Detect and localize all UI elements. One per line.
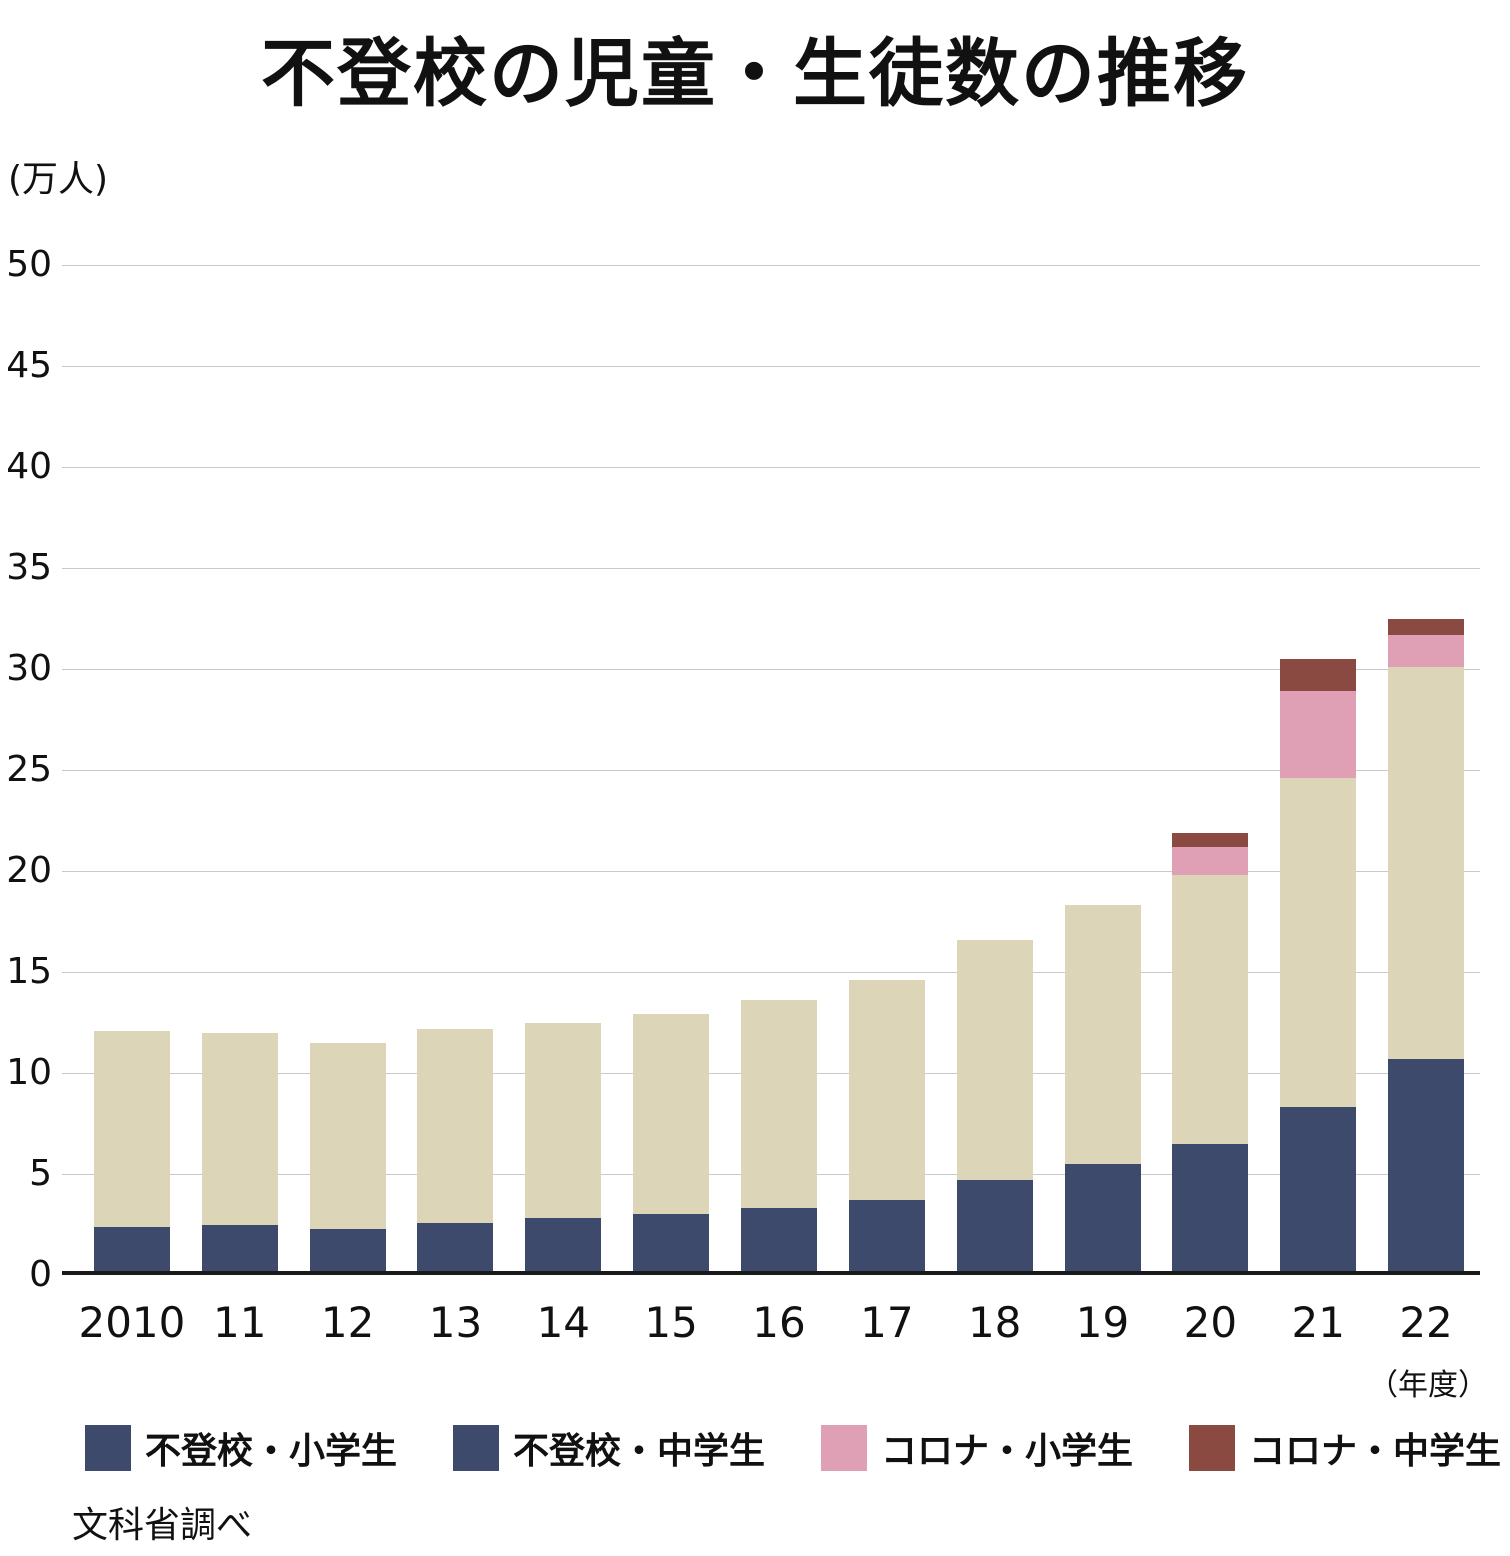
x-tick-label: 16 <box>752 1298 806 1347</box>
bar-segment <box>201 1224 278 1271</box>
legend-swatch <box>1189 1425 1236 1471</box>
bar-segment <box>848 980 925 1201</box>
bar-segment <box>1172 832 1249 847</box>
bar-segment <box>956 939 1033 1181</box>
bar <box>633 1014 710 1271</box>
gridline <box>62 770 1480 771</box>
legend-swatch <box>85 1425 131 1471</box>
x-tick-label: 17 <box>860 1298 914 1347</box>
bar <box>848 980 925 1271</box>
bar-segment <box>1064 905 1141 1164</box>
bar-segment <box>848 1200 925 1271</box>
x-tick-label: 13 <box>428 1298 483 1347</box>
x-tick-label: 20 <box>1183 1298 1238 1347</box>
gridline <box>62 467 1480 468</box>
bar <box>1172 832 1249 1271</box>
legend-label: コロナ・中学生 <box>1249 1431 1502 1472</box>
x-tick-label: 18 <box>967 1298 1022 1347</box>
bar <box>1388 618 1465 1271</box>
legend-item: コロナ・中学生 <box>1189 1422 1501 1474</box>
y-tick-label: 20 <box>6 850 52 891</box>
bar-segment <box>201 1032 278 1225</box>
y-tick-label: 0 <box>29 1254 52 1295</box>
bar-segment <box>956 1180 1033 1271</box>
y-tick-label: 30 <box>6 648 52 689</box>
y-tick-label: 35 <box>6 547 52 588</box>
bar-segment <box>1280 658 1357 692</box>
x-tick-label: 12 <box>320 1298 375 1347</box>
bar-segment <box>1064 1163 1141 1271</box>
bar-segment <box>525 1218 602 1271</box>
x-axis-unit-label: （年度） <box>1368 1368 1488 1403</box>
bar-segment <box>309 1228 386 1271</box>
bar-segment <box>1172 1143 1249 1271</box>
page-title: 不登校の児童・生徒数の推移 <box>261 31 1249 117</box>
plot-area <box>62 265 1480 1275</box>
source-note: 文科省調べ <box>72 1505 253 1546</box>
gridline <box>62 366 1480 367</box>
y-tick-label: 25 <box>6 749 52 790</box>
legend-label: 不登校・中学生 <box>513 1431 766 1472</box>
bar-segment <box>309 1042 386 1229</box>
bar-segment <box>740 1208 817 1271</box>
y-tick-label: 15 <box>6 951 52 992</box>
bar-segment <box>1172 846 1249 876</box>
y-axis-unit-label: (万人) <box>8 159 109 200</box>
y-axis-tick-labels: 50 45 40 35 30 25 20 15 10 5 0 <box>0 244 52 1295</box>
bar <box>417 1028 494 1271</box>
legend-swatch <box>453 1425 500 1471</box>
x-tick-label: 14 <box>536 1298 591 1347</box>
x-tick-label: 21 <box>1291 1298 1345 1347</box>
legend-item: コロナ・小学生 <box>821 1422 1133 1474</box>
bar-segment <box>1172 875 1249 1144</box>
bar-segment <box>633 1014 710 1215</box>
bar-segment <box>525 1022 602 1219</box>
bar-segment <box>417 1222 494 1271</box>
legend-label: 不登校・小学生 <box>145 1431 398 1472</box>
x-tick-label: 2010 <box>78 1298 186 1347</box>
x-tick-label: 22 <box>1399 1298 1453 1347</box>
x-tick-label: 15 <box>644 1298 698 1347</box>
bar-segment <box>1388 634 1465 668</box>
gridline <box>62 972 1480 973</box>
bar-segment <box>1388 1058 1465 1271</box>
bar-segment <box>417 1028 494 1223</box>
bar-segment <box>633 1214 710 1271</box>
y-tick-label: 5 <box>29 1153 52 1194</box>
bar-segment <box>1388 667 1465 1059</box>
bar-segment <box>1280 691 1357 779</box>
legend-item: 不登校・中学生 <box>453 1422 765 1474</box>
bar-group <box>62 265 1480 1271</box>
bar <box>525 1022 602 1271</box>
bar-segment <box>1280 778 1357 1108</box>
bar-segment <box>740 1000 817 1209</box>
y-tick-label: 40 <box>6 446 52 487</box>
gridline <box>62 871 1480 872</box>
legend: 不登校・小学生 不登校・中学生 コロナ・小学生 コロナ・中学生 <box>85 1422 1501 1474</box>
bar <box>1064 905 1141 1271</box>
gridline <box>62 568 1480 569</box>
x-axis-tick-labels: 2010 11 12 13 14 15 16 17 18 19 20 21 22 <box>62 1298 1480 1347</box>
bar-segment <box>1388 618 1465 635</box>
bar <box>956 939 1033 1271</box>
bar <box>309 1042 386 1271</box>
y-tick-label: 45 <box>6 345 52 386</box>
bar <box>93 1030 170 1271</box>
bar-segment <box>1280 1107 1357 1271</box>
y-tick-label: 10 <box>6 1052 52 1093</box>
bar <box>740 1000 817 1271</box>
bar <box>1280 658 1357 1271</box>
bar-segment <box>93 1226 170 1271</box>
legend-label: コロナ・小学生 <box>881 1431 1134 1472</box>
x-tick-label: 11 <box>213 1298 267 1347</box>
gridline <box>62 669 1480 670</box>
legend-item: 不登校・小学生 <box>85 1422 397 1474</box>
y-tick-label: 50 <box>6 244 52 285</box>
x-tick-label: 19 <box>1075 1298 1130 1347</box>
bar <box>201 1032 278 1271</box>
gridline <box>62 265 1480 266</box>
bar-segment <box>93 1030 170 1227</box>
legend-swatch <box>821 1425 868 1471</box>
